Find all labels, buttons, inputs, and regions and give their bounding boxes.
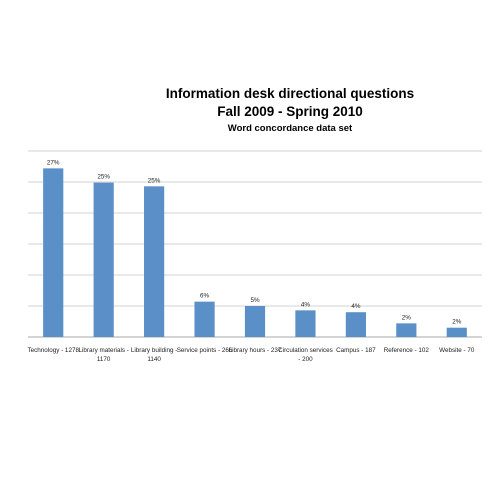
x-tick-label: Technology - 1278: [27, 347, 79, 354]
data-label: 4%: [351, 303, 361, 310]
x-tick-label: Reference - 102: [384, 347, 430, 354]
chart-subtitle-secondary: Word concordance data set: [228, 123, 353, 134]
x-axis-tick-labels: Technology - 1278 Library materials -1170…: [27, 347, 474, 363]
x-tick-label: Circulation services - 200: [278, 347, 333, 363]
bar: [396, 323, 417, 337]
data-label: 4%: [301, 301, 311, 308]
data-labels: 27% 25% 25% 6% 5% 4% 4% 2% 2%: [47, 159, 462, 325]
bar: [244, 306, 266, 337]
data-label: 25%: [148, 177, 161, 184]
bar: [295, 310, 316, 337]
data-label: 2%: [402, 314, 412, 321]
chart-title: Information desk directional questions: [166, 86, 414, 101]
bar: [194, 301, 215, 337]
data-label: 25%: [97, 174, 110, 181]
x-tick-label: Library building -1140: [131, 347, 178, 363]
x-tick-label: Website - 70: [439, 347, 475, 354]
data-label: 2%: [452, 319, 462, 326]
bar: [144, 186, 165, 337]
bar: [43, 168, 64, 337]
data-label: 5%: [250, 297, 260, 304]
bars: [43, 168, 467, 337]
bar: [446, 327, 467, 337]
x-tick-label: Service points - 266: [177, 347, 233, 354]
chart-subtitle: Fall 2009 - Spring 2010: [217, 104, 363, 119]
x-tick-label: Campus - 187: [336, 347, 376, 354]
data-label: 6%: [200, 293, 210, 300]
bar: [345, 312, 366, 337]
x-tick-label: Library materials -1170: [78, 347, 128, 363]
data-label: 27%: [47, 159, 60, 166]
x-tick-label: Library hours - 237: [229, 347, 282, 354]
bar: [93, 182, 114, 337]
